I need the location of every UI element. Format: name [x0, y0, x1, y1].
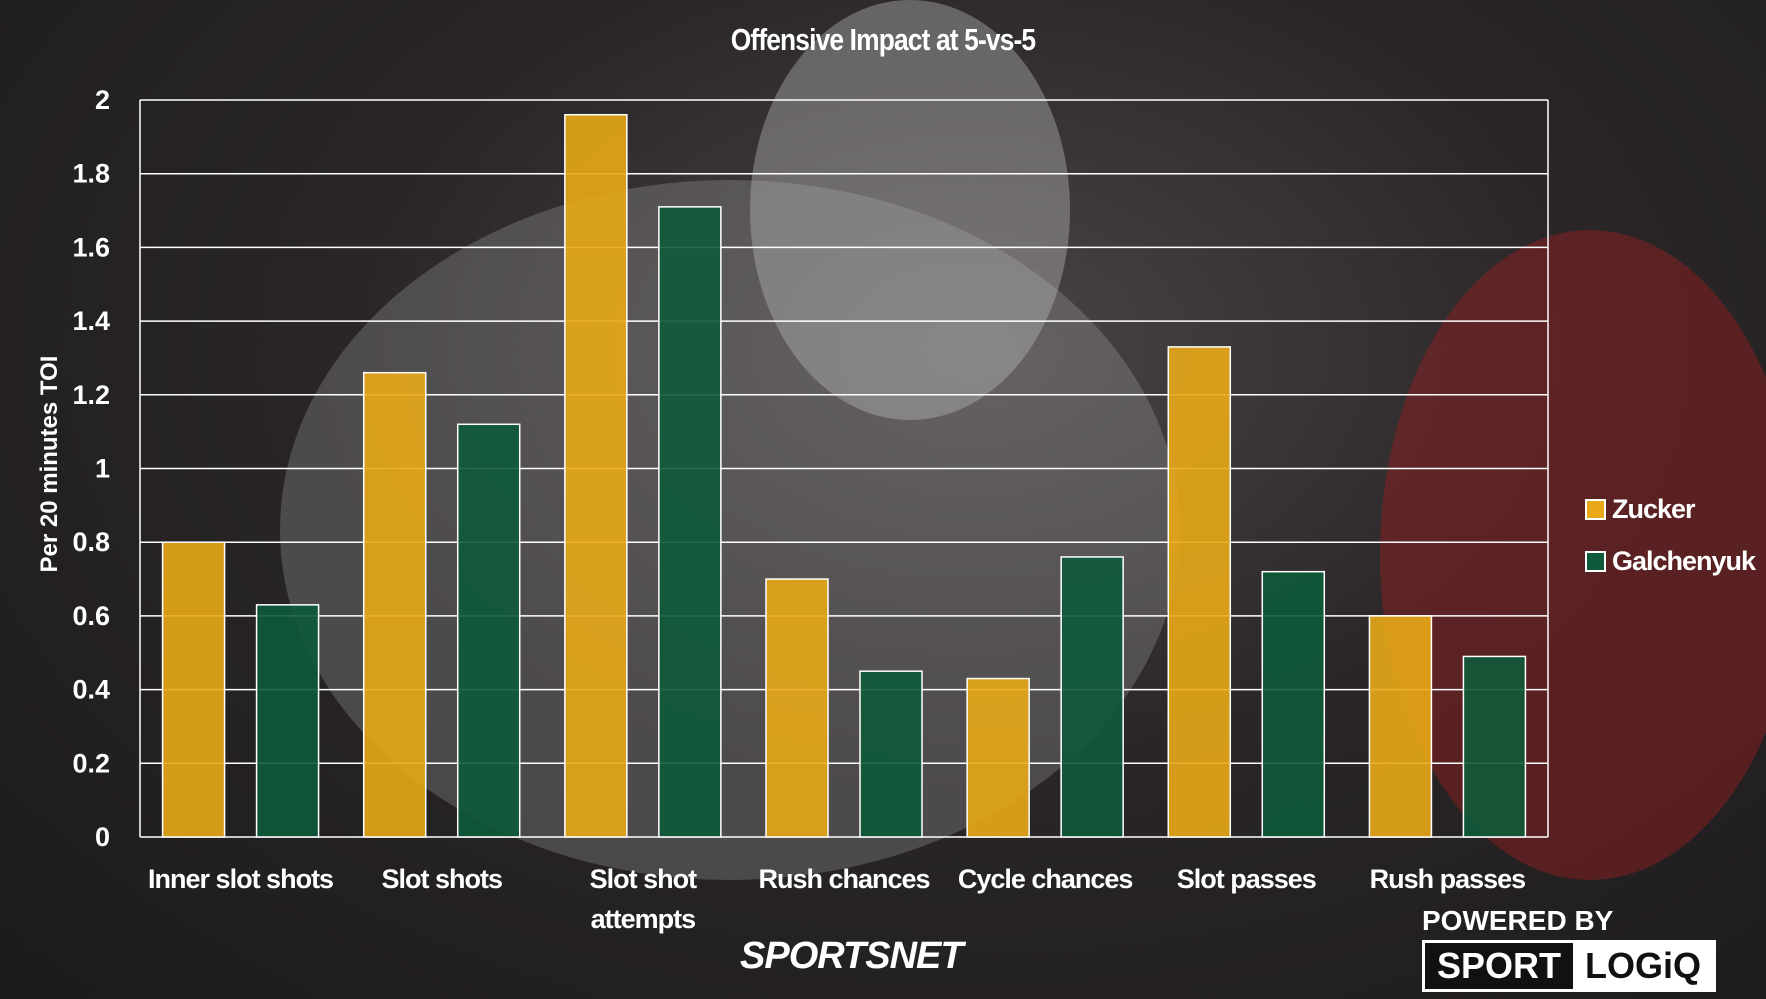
bar-galchenyuk	[658, 206, 722, 838]
y-tick-label: 1.8	[72, 159, 110, 189]
legend-swatch-zucker	[1585, 499, 1606, 520]
bar-zucker	[362, 371, 427, 838]
background-photo-opponent	[1380, 230, 1766, 880]
legend-item-galchenyuk: Galchenyuk	[1585, 546, 1756, 577]
legend-label: Zucker	[1612, 494, 1696, 524]
y-tick-label: 1.4	[72, 306, 110, 336]
bar-galchenyuk	[859, 670, 923, 838]
y-tick-label: 1.6	[72, 232, 110, 262]
bar-galchenyuk	[456, 423, 521, 838]
y-tick-label: 0.8	[72, 527, 110, 557]
chart-title: Offensive Impact at 5-vs-5	[730, 22, 1036, 57]
bar-zucker	[765, 578, 829, 838]
bar-zucker	[1167, 346, 1232, 838]
y-tick-label: 1.2	[72, 380, 110, 410]
bar-zucker	[161, 541, 226, 838]
bar-galchenyuk	[1261, 570, 1326, 838]
x-tick-label: attempts	[591, 904, 696, 934]
x-tick-label: Inner slot shots	[148, 864, 333, 894]
sportsnet-logo: SPORTSNET	[740, 935, 964, 977]
bar-galchenyuk	[1060, 556, 1124, 838]
x-tick-label: Cycle chances	[958, 864, 1133, 894]
y-tick-label: 0.2	[72, 748, 110, 778]
bar-zucker	[564, 113, 628, 838]
bar-galchenyuk	[255, 604, 320, 838]
bar-zucker	[1368, 615, 1433, 838]
legend-item-zucker: Zucker	[1585, 494, 1696, 525]
legend-label: Galchenyuk	[1612, 546, 1756, 576]
logo-part: LOGiQ	[1573, 943, 1714, 989]
x-tick-label: Slot shot	[590, 864, 697, 894]
y-tick-label: 0.6	[72, 601, 110, 631]
logo-part: SPORT	[1425, 943, 1574, 989]
y-tick-label: 1	[95, 454, 110, 484]
legend-swatch-galchenyuk	[1585, 551, 1606, 572]
x-tick-label: Slot shots	[381, 864, 502, 894]
y-tick-label: 0.4	[72, 675, 110, 705]
x-tick-label: Slot passes	[1177, 864, 1316, 894]
bar-zucker	[966, 677, 1030, 838]
x-tick-label: Rush passes	[1370, 864, 1526, 894]
y-tick-label: 2	[95, 85, 110, 115]
x-tick-label: Rush chances	[758, 864, 929, 894]
sportlogiq-logo: SPORT LOGiQ	[1422, 940, 1717, 992]
powered-by-label: POWERED BY	[1422, 905, 1614, 936]
bar-galchenyuk	[1462, 655, 1527, 838]
background-photo	[750, 0, 1070, 420]
y-tick-label: 0	[95, 822, 110, 852]
